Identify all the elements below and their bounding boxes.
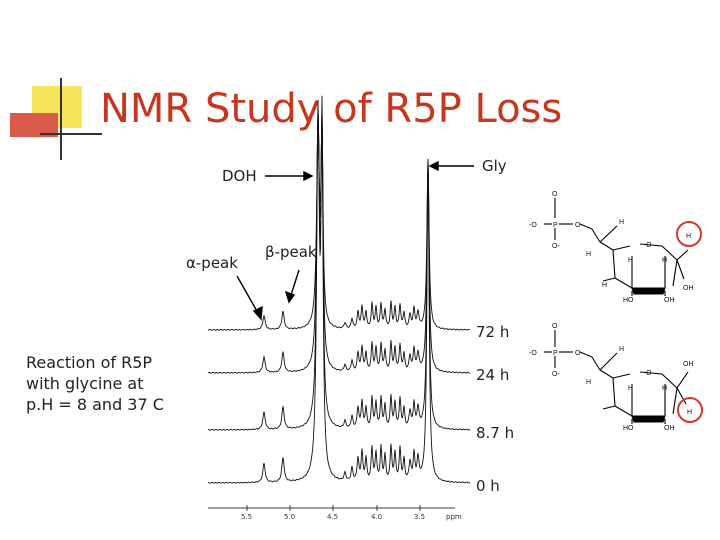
- axis-tick-label: 4.0: [371, 513, 382, 521]
- alpha-peak-arrow: [236, 275, 263, 321]
- atom-label: O: [575, 222, 581, 229]
- spectra-traces: [207, 95, 471, 484]
- gly-arrow: [428, 160, 474, 172]
- atom-label: H: [586, 379, 591, 386]
- atom-label: OH: [664, 425, 675, 432]
- atom-label: H: [628, 385, 633, 392]
- nmr-trace-8-7h: [207, 103, 471, 431]
- axis-tick-label: 3.5: [414, 513, 425, 521]
- title-accent-hline: [40, 133, 102, 135]
- ppm-axis: 5.5 5.0 4.5 4.0 3.5 ppm: [208, 505, 462, 521]
- atom-label: P: [553, 222, 558, 229]
- atom-label: H: [687, 409, 692, 416]
- atom-label: O: [575, 350, 581, 357]
- atom-label: H: [662, 385, 667, 392]
- atom-label: O: [646, 242, 652, 249]
- time-label-0h: 0 h: [476, 477, 500, 495]
- atom-label: HO: [623, 425, 634, 432]
- atom-label: O: [552, 323, 558, 330]
- doh-label: DOH: [222, 167, 257, 185]
- axis-tick-label: 5.0: [284, 513, 295, 521]
- atom-label: H: [602, 282, 607, 289]
- atom-label: OH: [664, 297, 675, 304]
- atom-label: OH: [683, 285, 694, 292]
- time-label-72h: 72 h: [476, 323, 510, 341]
- atom-label: H: [619, 219, 624, 226]
- atom-label: P: [553, 350, 558, 357]
- structure-top-labels: O -O P O O- H O H H H H HO OH H OH: [529, 191, 694, 304]
- time-label-8-7h: 8.7 h: [476, 424, 515, 442]
- atom-label: -O: [529, 222, 537, 229]
- structure-bottom-labels: O -O P O O- H O OH H H H HO OH H: [529, 323, 694, 432]
- nmr-trace-24h: [207, 111, 471, 374]
- ribose-5-phosphate-structure-top: [544, 198, 702, 296]
- atom-label: H: [686, 233, 691, 240]
- alpha-peak-label: α-peak: [186, 254, 238, 272]
- axis-tick-label: 5.5: [241, 513, 252, 521]
- axis-tick-label: 4.5: [327, 513, 338, 521]
- atom-label: -O: [529, 350, 537, 357]
- atom-label: H: [662, 257, 667, 264]
- atom-label: O: [552, 191, 558, 198]
- beta-peak-label: β-peak: [265, 243, 317, 261]
- title-accent-vline: [60, 78, 62, 160]
- doh-arrow: [265, 170, 314, 182]
- beta-peak-arrow: [284, 269, 300, 304]
- nmr-trace-0h: [207, 95, 471, 484]
- atom-label: HO: [623, 297, 634, 304]
- atom-label: H: [628, 257, 633, 264]
- atom-label: O-: [552, 243, 560, 250]
- atom-label: H: [586, 251, 591, 258]
- gly-label: Gly: [482, 157, 507, 175]
- ribose-5-phosphate-structure-bottom: [544, 330, 703, 424]
- slide-title: NMR Study of R5P Loss: [100, 86, 563, 132]
- atom-label: O-: [552, 371, 560, 378]
- atom-label: OH: [683, 361, 694, 368]
- time-label-24h: 24 h: [476, 366, 510, 384]
- reaction-caption: Reaction of R5P with glycine at p.H = 8 …: [26, 353, 164, 414]
- atom-label: H: [619, 346, 624, 353]
- nmr-trace-72h: [207, 114, 471, 331]
- atom-label: O: [646, 370, 652, 377]
- axis-unit-label: ppm: [446, 513, 462, 521]
